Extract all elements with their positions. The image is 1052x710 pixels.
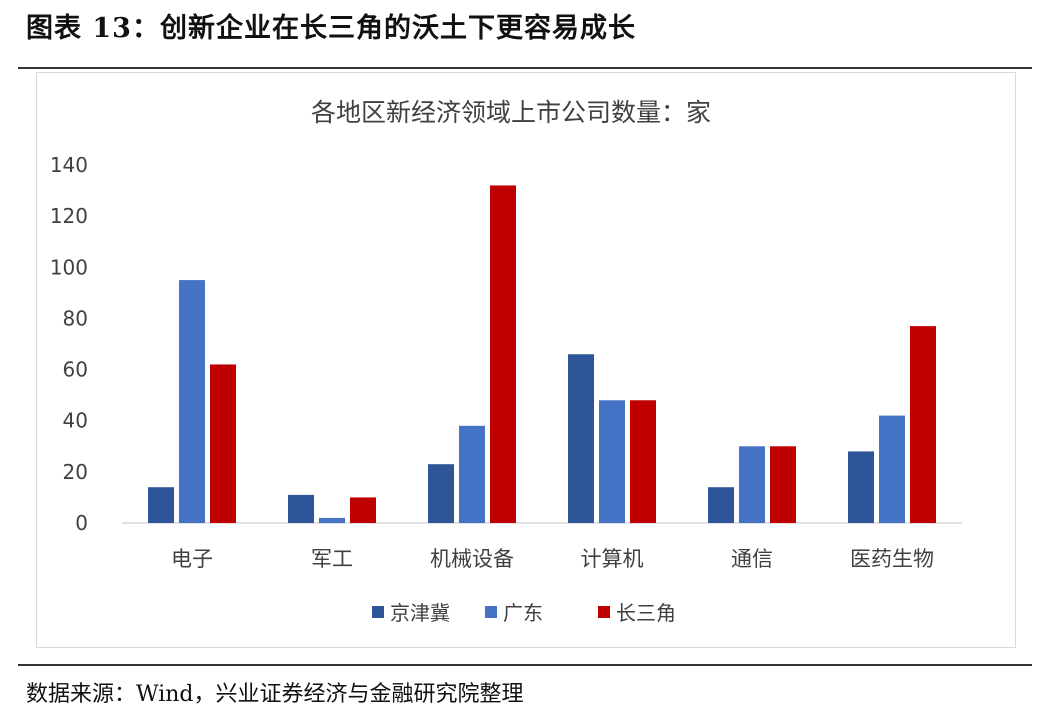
y-tick-label: 40 <box>63 409 88 433</box>
y-tick-label: 0 <box>75 511 88 535</box>
y-tick-label: 60 <box>63 358 88 382</box>
bar <box>490 185 516 523</box>
x-axis: 电子 军工 机械设备 计算机 通信 医药生物 <box>122 522 962 571</box>
y-tick-label: 20 <box>63 460 88 484</box>
bar <box>770 446 796 523</box>
bottom-rule <box>18 664 1032 666</box>
legend-label: 广东 <box>503 601 543 625</box>
legend-label: 长三角 <box>616 601 676 625</box>
bar <box>350 497 376 523</box>
bar <box>879 415 905 523</box>
legend-swatch <box>372 606 384 618</box>
bar <box>739 446 765 523</box>
category-label: 通信 <box>731 547 773 571</box>
bar <box>148 487 174 523</box>
bar <box>319 517 345 523</box>
source-note: 数据来源：Wind，兴业证券经济与金融研究院整理 <box>26 682 524 707</box>
bar <box>568 354 594 523</box>
bar <box>630 400 656 523</box>
bar-chart: 各地区新经济领域上市公司数量：家 0 20 40 60 80 100 120 140 电子 军工… <box>50 98 962 625</box>
chart-title: 各地区新经济领域上市公司数量：家 <box>311 98 711 127</box>
y-tick-label: 140 <box>50 153 88 177</box>
bar <box>210 364 236 523</box>
legend-label: 京津冀 <box>390 601 450 625</box>
category-label: 军工 <box>311 547 353 571</box>
bar <box>288 494 314 523</box>
y-tick-label: 80 <box>63 306 88 330</box>
top-rule <box>18 67 1032 69</box>
category-label: 医药生物 <box>850 547 934 571</box>
bar <box>428 464 454 523</box>
category-label: 机械设备 <box>430 547 514 571</box>
category-label: 电子 <box>171 547 213 571</box>
legend: 京津冀 广东 长三角 <box>372 601 676 625</box>
legend-swatch <box>485 606 497 618</box>
bar <box>910 326 936 523</box>
category-label: 计算机 <box>581 547 644 571</box>
legend-swatch <box>598 606 610 618</box>
bars <box>148 185 936 523</box>
y-tick-label: 100 <box>50 255 88 279</box>
y-axis: 0 20 40 60 80 100 120 140 <box>50 153 88 535</box>
y-tick-label: 120 <box>50 204 88 228</box>
figure-title: 图表 13：创新企业在长三角的沃土下更容易成长 <box>26 13 636 44</box>
bar <box>848 451 874 523</box>
bar <box>708 487 734 523</box>
bar <box>179 280 205 523</box>
bar <box>459 425 485 523</box>
bar <box>599 400 625 523</box>
